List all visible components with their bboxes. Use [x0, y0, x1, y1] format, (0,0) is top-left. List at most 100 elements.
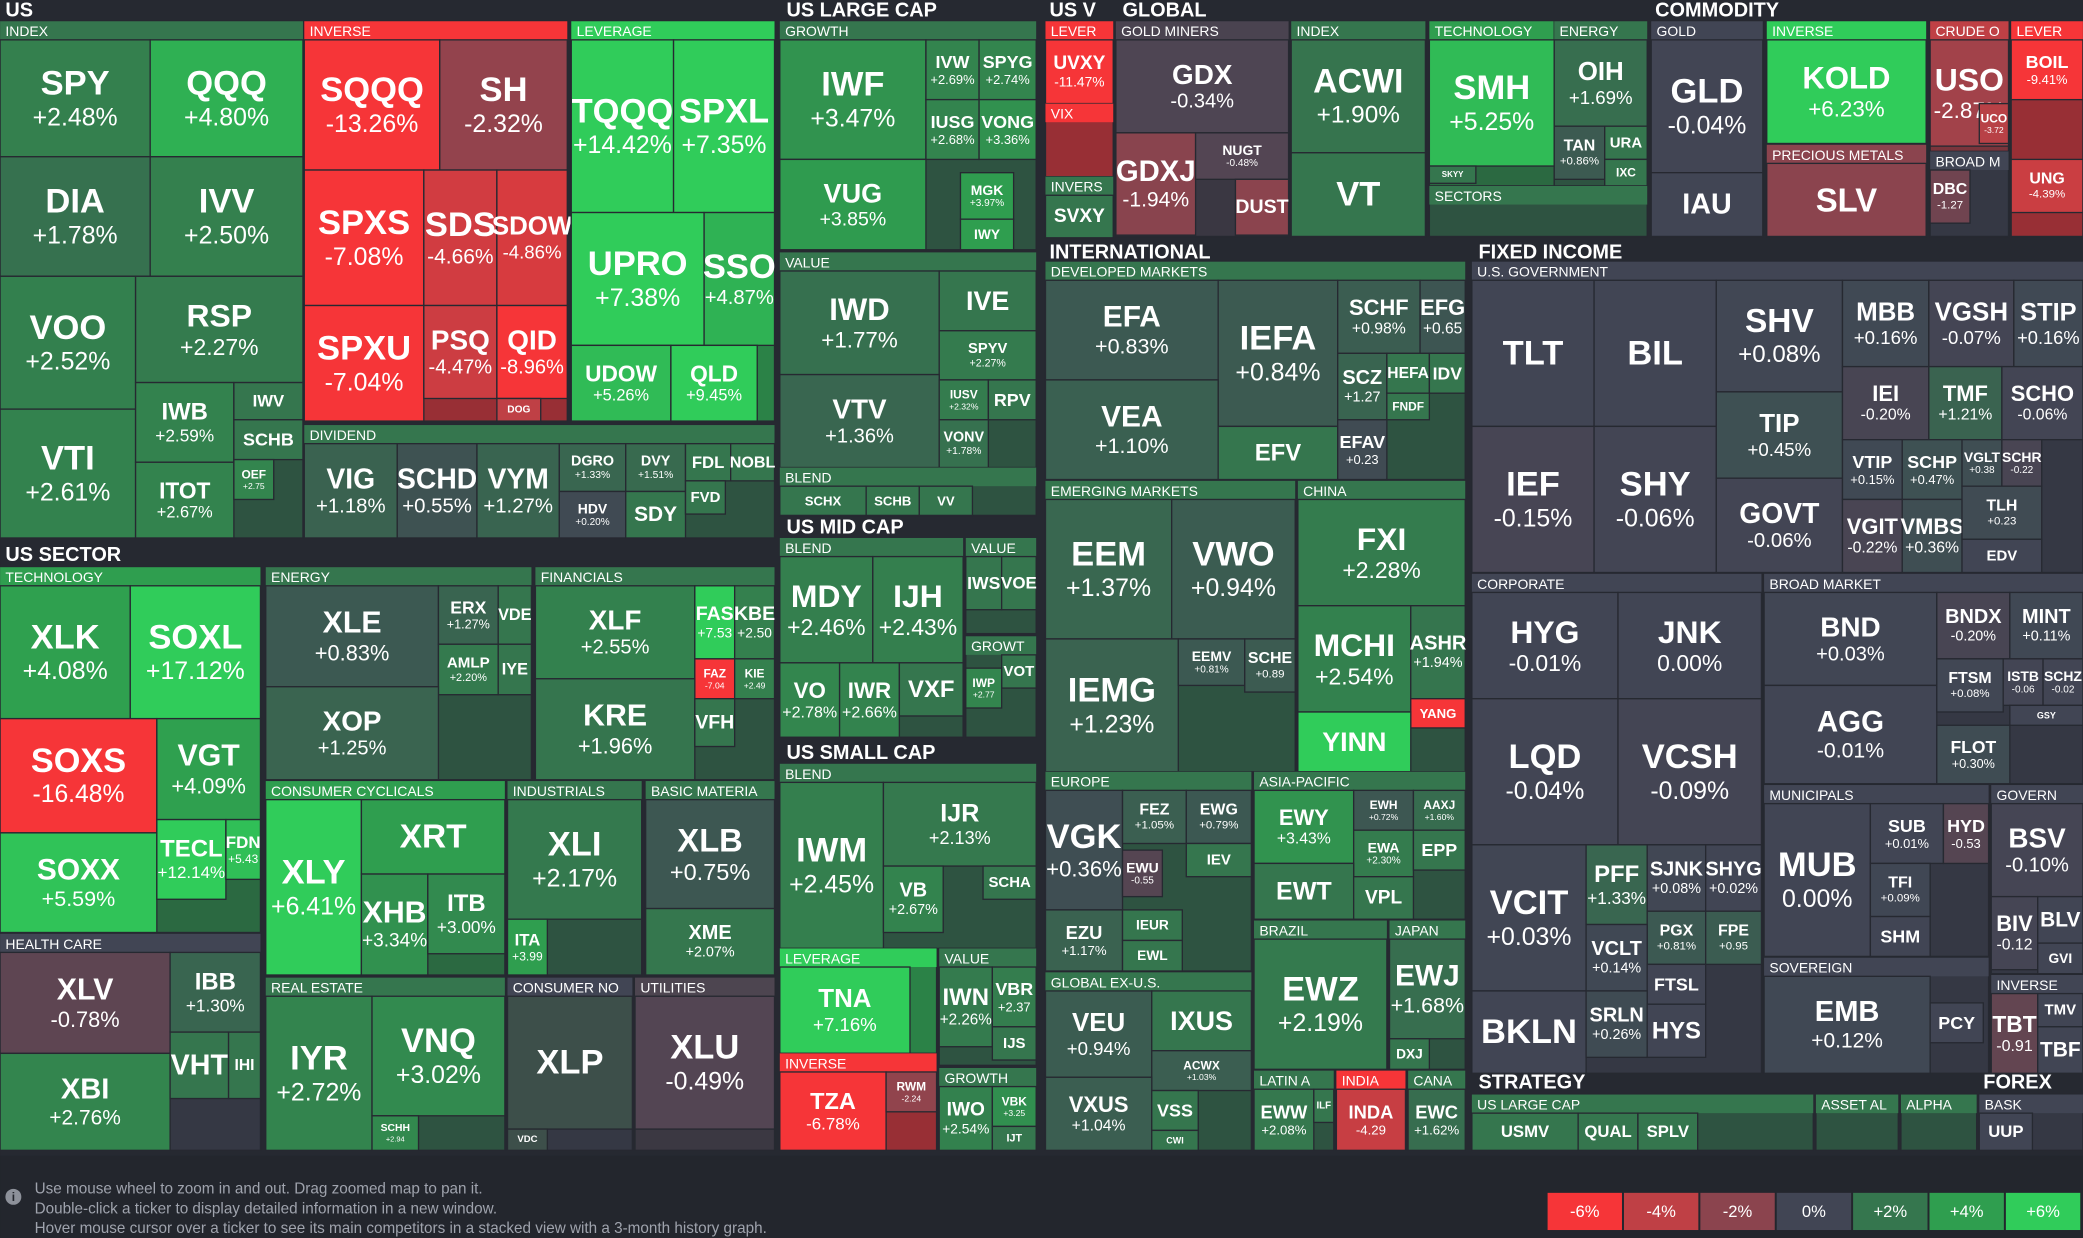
tile[interactable]	[1410, 698, 1466, 729]
ticker[interactable]: EFV	[1255, 439, 1302, 466]
ticker[interactable]: QID	[507, 324, 557, 355]
ticker[interactable]: SCHF	[1349, 295, 1409, 320]
tile[interactable]	[1646, 844, 1707, 912]
tile[interactable]	[1194, 132, 1290, 180]
tile[interactable]	[265, 585, 440, 688]
ticker[interactable]: GDX	[1172, 59, 1233, 90]
tile[interactable]	[156, 818, 227, 900]
ticker[interactable]: IJR	[940, 799, 979, 827]
ticker[interactable]: VPL	[1365, 887, 1402, 908]
ticker[interactable]: MUB	[1778, 846, 1857, 884]
tile[interactable]	[1593, 279, 1717, 428]
tile[interactable]	[1244, 638, 1296, 693]
ticker[interactable]: IWM	[796, 831, 867, 869]
ticker[interactable]: VCIT	[1490, 884, 1569, 922]
ticker[interactable]: SPYG	[983, 52, 1033, 72]
tile[interactable]	[918, 485, 974, 517]
tile[interactable]	[1115, 39, 1290, 134]
tile[interactable]	[1290, 39, 1427, 154]
tile[interactable]	[959, 172, 1015, 220]
tile[interactable]	[1428, 39, 1555, 167]
tile[interactable]	[169, 1031, 230, 1100]
ticker[interactable]: EEM	[1071, 535, 1146, 573]
ticker[interactable]: EWL	[1137, 948, 1168, 963]
tile[interactable]	[1841, 498, 1903, 574]
tile[interactable]	[965, 555, 1003, 611]
ticker[interactable]: XOP	[323, 706, 382, 737]
tile[interactable]	[694, 585, 736, 660]
tile[interactable]	[1978, 102, 2010, 145]
ticker[interactable]: IEUR	[1136, 918, 1169, 933]
tile[interactable]	[991, 1085, 1037, 1128]
tile[interactable]	[670, 344, 758, 422]
tile[interactable]	[2013, 279, 2083, 368]
ticker[interactable]: EFG	[1420, 295, 1465, 320]
ticker[interactable]: SMH	[1453, 69, 1530, 107]
tile[interactable]	[225, 818, 262, 881]
ticker[interactable]: NOBL	[730, 453, 776, 471]
ticker[interactable]: MDY	[791, 578, 862, 614]
tile[interactable]	[1990, 895, 2039, 971]
tile[interactable]	[1637, 1112, 1699, 1151]
tile[interactable]	[134, 275, 304, 384]
ticker[interactable]: XRT	[400, 818, 467, 855]
tile[interactable]	[233, 419, 304, 461]
tile[interactable]	[496, 397, 542, 422]
ticker[interactable]: IDV	[1433, 363, 1463, 383]
ticker[interactable]: ILF	[1316, 1100, 1331, 1111]
tile[interactable]	[1650, 172, 1764, 238]
tile[interactable]	[1386, 352, 1431, 394]
tile[interactable]	[1000, 555, 1037, 611]
tile[interactable]	[265, 686, 440, 781]
tile[interactable]	[938, 966, 994, 1048]
ticker[interactable]: EWW	[1261, 1101, 1309, 1122]
tile[interactable]	[1715, 477, 1844, 574]
ticker[interactable]: DUST	[1235, 196, 1288, 218]
ticker[interactable]: DXJ	[1396, 1047, 1423, 1062]
ticker[interactable]: IWP	[972, 676, 995, 690]
tile[interactable]	[1553, 125, 1606, 180]
ticker[interactable]: ASHR	[1410, 633, 1467, 655]
tile[interactable]	[1185, 789, 1253, 845]
tile[interactable]	[439, 39, 568, 171]
ticker[interactable]: FNDF	[1392, 399, 1424, 413]
ticker[interactable]: IEF	[1506, 466, 1560, 504]
ticker[interactable]: EPP	[1421, 840, 1457, 860]
tile[interactable]	[1961, 538, 2043, 574]
ticker[interactable]: XLU	[670, 1029, 739, 1067]
ticker[interactable]: SUB	[1888, 816, 1926, 836]
ticker[interactable]: GOVT	[1739, 497, 1819, 529]
ticker[interactable]: OIH	[1578, 58, 1624, 86]
ticker[interactable]: SCHO	[2011, 381, 2074, 406]
ticker[interactable]: SCZ	[1342, 367, 1382, 389]
ticker[interactable]: MCHI	[1314, 627, 1395, 663]
tile[interactable]	[1901, 498, 1963, 574]
ticker[interactable]: SKYY	[1442, 170, 1464, 179]
ticker[interactable]: EFAV	[1340, 432, 1386, 452]
ticker[interactable]: FDL	[692, 453, 725, 472]
tile[interactable]	[1585, 844, 1648, 926]
ticker[interactable]: IVW	[936, 52, 970, 72]
ticker[interactable]: SQQQ	[320, 71, 424, 109]
ticker[interactable]: TFI	[1888, 875, 1912, 892]
ticker[interactable]: FAS	[696, 603, 734, 625]
tile[interactable]	[779, 270, 940, 376]
tile[interactable]	[1704, 844, 1763, 912]
ticker[interactable]: UUP	[1988, 1122, 2023, 1141]
ticker[interactable]: XHB	[363, 897, 427, 930]
ticker[interactable]: VOE	[1001, 574, 1037, 593]
tile[interactable]	[1253, 862, 1355, 920]
ticker[interactable]: IEV	[1207, 852, 1231, 869]
ticker[interactable]: RWM	[897, 1080, 927, 1094]
ticker[interactable]: SPYV	[968, 341, 1007, 357]
ticker[interactable]: TBT	[1992, 1011, 2036, 1037]
ticker[interactable]: DIA	[45, 183, 105, 221]
tile[interactable]	[2037, 942, 2083, 975]
ticker[interactable]: SCHP	[1907, 452, 1957, 472]
tile[interactable]	[506, 918, 549, 976]
ticker[interactable]: SCHD	[397, 463, 477, 495]
ticker[interactable]: IJT	[1006, 1132, 1022, 1144]
ticker[interactable]: IEMG	[1068, 671, 1156, 709]
ticker[interactable]: AMLP	[447, 654, 490, 671]
ticker[interactable]: IHI	[235, 1057, 255, 1074]
